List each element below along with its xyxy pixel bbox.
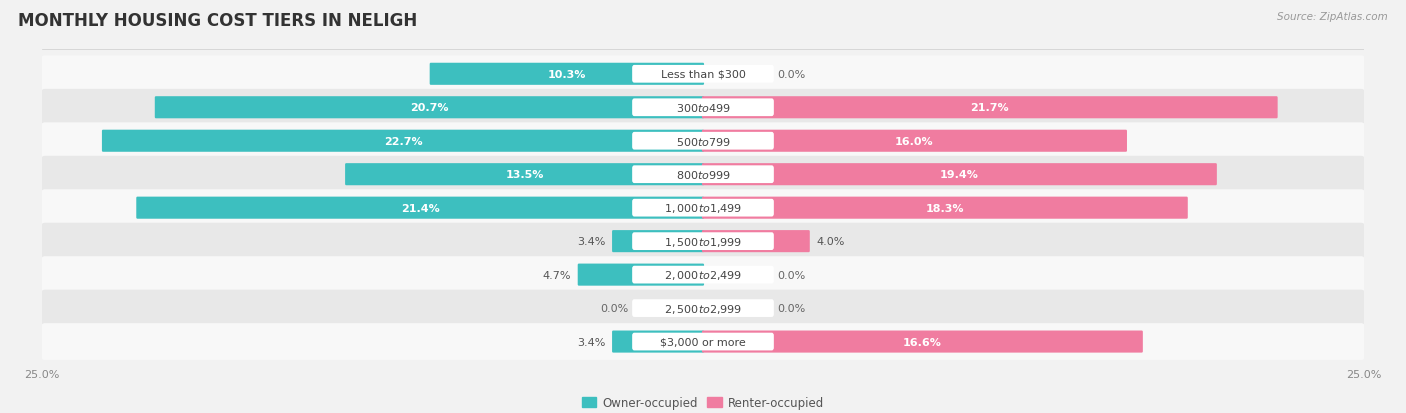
- Text: $2,500 to $2,999: $2,500 to $2,999: [664, 302, 742, 315]
- Text: 22.7%: 22.7%: [384, 136, 422, 146]
- Text: MONTHLY HOUSING COST TIERS IN NELIGH: MONTHLY HOUSING COST TIERS IN NELIGH: [18, 12, 418, 30]
- Text: $300 to $499: $300 to $499: [675, 102, 731, 114]
- FancyBboxPatch shape: [41, 256, 1365, 293]
- FancyBboxPatch shape: [101, 131, 704, 152]
- Text: 0.0%: 0.0%: [778, 304, 806, 313]
- Text: 21.4%: 21.4%: [401, 203, 440, 213]
- FancyBboxPatch shape: [136, 197, 704, 219]
- FancyBboxPatch shape: [633, 66, 773, 83]
- Text: 0.0%: 0.0%: [778, 70, 806, 80]
- Text: Less than $300: Less than $300: [661, 70, 745, 80]
- Text: 3.4%: 3.4%: [576, 237, 605, 247]
- FancyBboxPatch shape: [633, 333, 773, 351]
- Text: 13.5%: 13.5%: [505, 170, 544, 180]
- Text: 21.7%: 21.7%: [970, 103, 1010, 113]
- FancyBboxPatch shape: [633, 133, 773, 150]
- FancyBboxPatch shape: [702, 197, 1188, 219]
- Text: Source: ZipAtlas.com: Source: ZipAtlas.com: [1277, 12, 1388, 22]
- FancyBboxPatch shape: [633, 99, 773, 117]
- FancyBboxPatch shape: [633, 299, 773, 317]
- Text: $2,000 to $2,499: $2,000 to $2,499: [664, 268, 742, 281]
- Text: 16.0%: 16.0%: [896, 136, 934, 146]
- Text: 4.0%: 4.0%: [817, 237, 845, 247]
- Text: $800 to $999: $800 to $999: [675, 169, 731, 181]
- FancyBboxPatch shape: [633, 233, 773, 250]
- FancyBboxPatch shape: [430, 64, 704, 85]
- FancyBboxPatch shape: [41, 157, 1365, 193]
- FancyBboxPatch shape: [41, 190, 1365, 227]
- Text: $3,000 or more: $3,000 or more: [661, 337, 745, 347]
- FancyBboxPatch shape: [702, 97, 1278, 119]
- FancyBboxPatch shape: [633, 199, 773, 217]
- FancyBboxPatch shape: [41, 123, 1365, 160]
- Text: 3.4%: 3.4%: [576, 337, 605, 347]
- FancyBboxPatch shape: [633, 166, 773, 184]
- FancyBboxPatch shape: [612, 331, 704, 353]
- FancyBboxPatch shape: [612, 230, 704, 253]
- FancyBboxPatch shape: [702, 131, 1128, 152]
- Text: 0.0%: 0.0%: [778, 270, 806, 280]
- FancyBboxPatch shape: [41, 90, 1365, 126]
- Legend: Owner-occupied, Renter-occupied: Owner-occupied, Renter-occupied: [578, 392, 828, 413]
- FancyBboxPatch shape: [41, 223, 1365, 260]
- Text: 10.3%: 10.3%: [548, 70, 586, 80]
- FancyBboxPatch shape: [344, 164, 704, 186]
- FancyBboxPatch shape: [41, 56, 1365, 93]
- Text: 0.0%: 0.0%: [600, 304, 628, 313]
- FancyBboxPatch shape: [702, 230, 810, 253]
- Text: 20.7%: 20.7%: [411, 103, 449, 113]
- Text: 18.3%: 18.3%: [925, 203, 965, 213]
- Text: $1,500 to $1,999: $1,500 to $1,999: [664, 235, 742, 248]
- FancyBboxPatch shape: [41, 290, 1365, 327]
- FancyBboxPatch shape: [155, 97, 704, 119]
- Text: $500 to $799: $500 to $799: [675, 135, 731, 147]
- Text: $1,000 to $1,499: $1,000 to $1,499: [664, 202, 742, 215]
- FancyBboxPatch shape: [633, 266, 773, 284]
- FancyBboxPatch shape: [702, 331, 1143, 353]
- FancyBboxPatch shape: [578, 264, 704, 286]
- Text: 4.7%: 4.7%: [543, 270, 571, 280]
- FancyBboxPatch shape: [702, 164, 1216, 186]
- Text: 19.4%: 19.4%: [941, 170, 979, 180]
- FancyBboxPatch shape: [41, 323, 1365, 360]
- Text: 16.6%: 16.6%: [903, 337, 942, 347]
